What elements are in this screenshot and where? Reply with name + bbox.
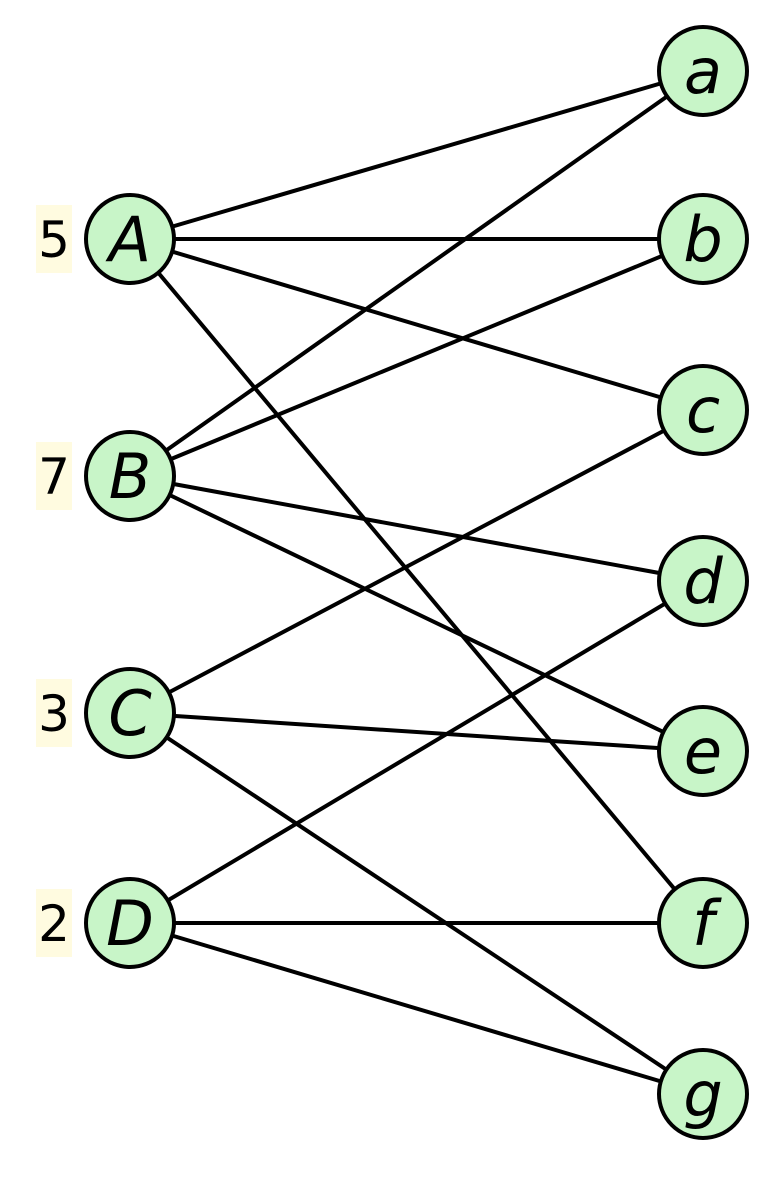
node-circle-a bbox=[657, 25, 749, 117]
edge-B-b bbox=[128, 237, 705, 478]
weight-label-A: 5 bbox=[38, 211, 70, 269]
node-label-g: g bbox=[683, 1058, 722, 1131]
right-node-a: a bbox=[657, 25, 749, 117]
weights-layer: 5 7 3 2 bbox=[36, 205, 72, 957]
edge-A-a bbox=[128, 69, 705, 241]
weight-background-B bbox=[36, 442, 72, 510]
edge-D-g bbox=[128, 921, 705, 1096]
left-node-D: D bbox=[84, 877, 176, 969]
node-label-C: C bbox=[108, 677, 152, 750]
edge-C-c bbox=[128, 408, 705, 715]
node-circle-D bbox=[84, 877, 176, 969]
edge-A-f bbox=[128, 237, 705, 925]
right-node-g: g bbox=[657, 1048, 749, 1140]
right-node-f: f bbox=[657, 877, 749, 969]
node-label-c: c bbox=[686, 374, 720, 447]
weight-background-C bbox=[36, 679, 72, 747]
node-label-a: a bbox=[684, 35, 722, 108]
weight-B: 7 bbox=[36, 442, 72, 510]
edge-A-c bbox=[128, 237, 705, 412]
left-node-C: C bbox=[84, 667, 176, 759]
left-node-A: A bbox=[84, 193, 176, 285]
right-node-e: e bbox=[657, 705, 749, 797]
node-label-D: D bbox=[106, 887, 154, 960]
weight-D: 2 bbox=[36, 889, 72, 957]
node-label-e: e bbox=[684, 715, 722, 788]
node-circle-A bbox=[84, 193, 176, 285]
edge-D-d bbox=[128, 579, 705, 925]
node-label-A: A bbox=[105, 203, 151, 276]
node-circle-B bbox=[84, 430, 176, 522]
weight-label-B: 7 bbox=[38, 448, 70, 506]
weight-label-C: 3 bbox=[38, 685, 70, 743]
node-label-b: b bbox=[683, 203, 722, 276]
right-node-c: c bbox=[657, 364, 749, 456]
weight-label-D: 2 bbox=[38, 895, 70, 953]
edge-C-g bbox=[128, 711, 705, 1096]
edge-B-a bbox=[128, 69, 705, 478]
node-circle-c bbox=[657, 364, 749, 456]
edges-layer bbox=[128, 69, 705, 1096]
node-circle-C bbox=[84, 667, 176, 759]
weight-C: 3 bbox=[36, 679, 72, 747]
nodes-layer: A B C Da b c d e f g bbox=[84, 25, 749, 1140]
node-circle-f bbox=[657, 877, 749, 969]
node-circle-g bbox=[657, 1048, 749, 1140]
node-circle-d bbox=[657, 535, 749, 627]
node-label-d: d bbox=[683, 545, 723, 618]
right-node-b: b bbox=[657, 193, 749, 285]
left-node-B: B bbox=[84, 430, 176, 522]
node-label-B: B bbox=[109, 440, 152, 513]
edge-B-e bbox=[128, 474, 705, 753]
edge-B-d bbox=[128, 474, 705, 583]
weight-A: 5 bbox=[36, 205, 72, 273]
weight-background-A bbox=[36, 205, 72, 273]
node-circle-b bbox=[657, 193, 749, 285]
node-circle-e bbox=[657, 705, 749, 797]
weight-background-D bbox=[36, 889, 72, 957]
right-node-d: d bbox=[657, 535, 749, 627]
edge-C-e bbox=[128, 711, 705, 753]
